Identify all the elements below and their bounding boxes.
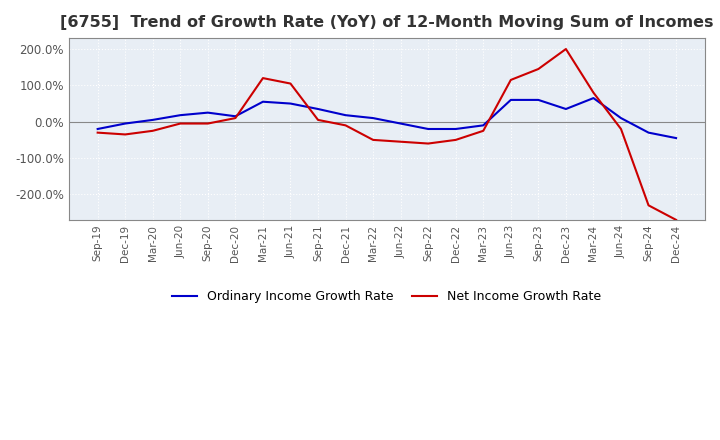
Ordinary Income Growth Rate xyxy=(204,110,212,115)
Ordinary Income Growth Rate xyxy=(451,126,460,132)
Net Income Growth Rate xyxy=(534,66,543,72)
Ordinary Income Growth Rate xyxy=(534,97,543,103)
Net Income Growth Rate xyxy=(94,130,102,135)
Ordinary Income Growth Rate xyxy=(369,115,377,121)
Net Income Growth Rate xyxy=(396,139,405,144)
Ordinary Income Growth Rate xyxy=(396,121,405,126)
Legend: Ordinary Income Growth Rate, Net Income Growth Rate: Ordinary Income Growth Rate, Net Income … xyxy=(167,285,606,308)
Net Income Growth Rate xyxy=(479,128,487,133)
Net Income Growth Rate xyxy=(644,203,653,208)
Ordinary Income Growth Rate xyxy=(231,114,240,119)
Title: [6755]  Trend of Growth Rate (YoY) of 12-Month Moving Sum of Incomes: [6755] Trend of Growth Rate (YoY) of 12-… xyxy=(60,15,714,30)
Ordinary Income Growth Rate xyxy=(479,123,487,128)
Net Income Growth Rate xyxy=(314,117,323,123)
Net Income Growth Rate xyxy=(121,132,130,137)
Line: Ordinary Income Growth Rate: Ordinary Income Growth Rate xyxy=(98,98,676,138)
Net Income Growth Rate xyxy=(148,128,157,133)
Ordinary Income Growth Rate xyxy=(506,97,515,103)
Ordinary Income Growth Rate xyxy=(341,113,350,118)
Net Income Growth Rate xyxy=(176,121,184,126)
Net Income Growth Rate xyxy=(204,121,212,126)
Net Income Growth Rate xyxy=(562,46,570,51)
Net Income Growth Rate xyxy=(506,77,515,83)
Ordinary Income Growth Rate xyxy=(616,115,625,121)
Ordinary Income Growth Rate xyxy=(121,121,130,126)
Ordinary Income Growth Rate xyxy=(148,117,157,123)
Net Income Growth Rate xyxy=(286,81,294,86)
Ordinary Income Growth Rate xyxy=(562,106,570,112)
Net Income Growth Rate xyxy=(369,137,377,143)
Ordinary Income Growth Rate xyxy=(94,126,102,132)
Ordinary Income Growth Rate xyxy=(644,130,653,135)
Net Income Growth Rate xyxy=(341,123,350,128)
Ordinary Income Growth Rate xyxy=(424,126,433,132)
Net Income Growth Rate xyxy=(672,217,680,223)
Net Income Growth Rate xyxy=(616,126,625,132)
Net Income Growth Rate xyxy=(258,75,267,81)
Ordinary Income Growth Rate xyxy=(176,113,184,118)
Net Income Growth Rate xyxy=(451,137,460,143)
Line: Net Income Growth Rate: Net Income Growth Rate xyxy=(98,49,676,220)
Ordinary Income Growth Rate xyxy=(314,106,323,112)
Net Income Growth Rate xyxy=(424,141,433,146)
Net Income Growth Rate xyxy=(589,90,598,95)
Ordinary Income Growth Rate xyxy=(258,99,267,104)
Ordinary Income Growth Rate xyxy=(589,95,598,101)
Ordinary Income Growth Rate xyxy=(672,136,680,141)
Ordinary Income Growth Rate xyxy=(286,101,294,106)
Net Income Growth Rate xyxy=(231,115,240,121)
